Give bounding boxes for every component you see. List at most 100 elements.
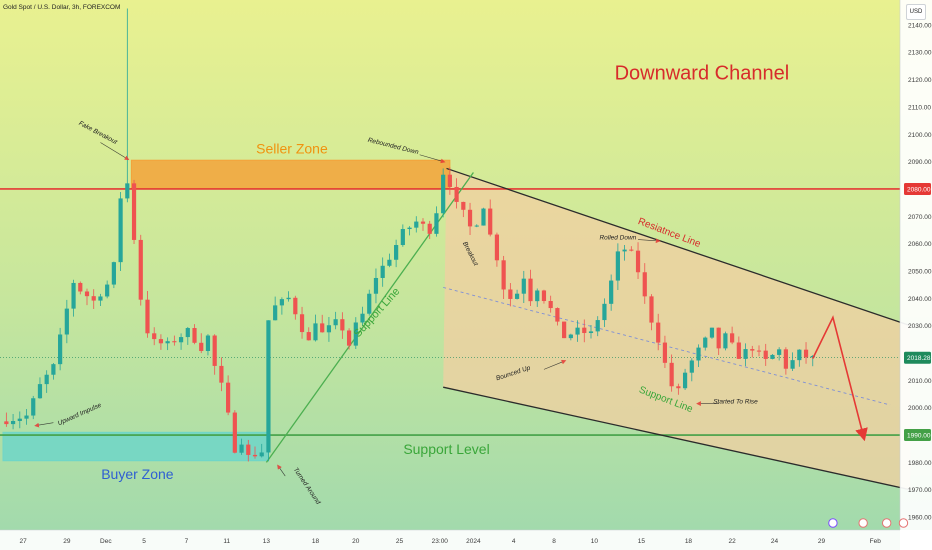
annotation-text-1: Seller Zone [256,140,328,156]
price-label-text: 2018.28 [907,355,931,362]
candle-body [373,277,379,294]
candle-body [649,296,654,323]
candle-body [4,421,9,425]
candle-body [656,322,661,343]
candle-body [703,337,708,348]
candle-body [367,293,372,314]
lightning-event-icon [828,518,838,528]
candle-body [441,174,446,214]
candle-body [454,186,459,202]
candle-body [494,234,500,261]
candle-body [326,325,332,333]
candle-body [696,347,701,361]
candle-body [669,362,674,387]
candle-body [777,349,782,355]
price-label-box [904,429,931,442]
candle-body [239,444,244,453]
candle-body [642,272,647,297]
candle-body [588,331,594,334]
candle-body [783,349,788,369]
us-flag-event-icon [881,518,892,528]
candle-body [192,328,197,343]
us-flag-event-icon [858,518,868,528]
y-tick-label: 1980.00 [908,460,932,467]
y-tick-label: 2050.00 [908,268,932,275]
candle-body [98,296,103,301]
x-tick-label: 10 [591,538,599,545]
x-tick-label: 7 [185,538,189,545]
candle-body [743,349,748,359]
candle-body [118,198,123,263]
candle-body [37,384,43,399]
candle-body [380,265,385,278]
candle-body [575,327,580,335]
y-tick-label: 2000.00 [908,405,932,412]
candle-body [387,259,392,266]
candle-body [414,221,419,228]
y-tick-label: 2060.00 [908,241,932,248]
price-label-text: 1990.00 [907,433,931,440]
candle-body [259,452,264,457]
candle-body [31,398,36,416]
y-tick-label: 2130.00 [908,50,932,57]
candle-body [266,320,271,453]
candle-body [555,308,560,322]
candle-body [138,239,143,300]
currency-button[interactable]: USD [906,4,926,20]
x-tick-label: 2024 [466,538,481,545]
y-tick-label: 2010.00 [908,378,932,385]
x-tick-label: 25 [396,538,404,545]
candle-body [394,245,399,260]
y-tick-label: 1960.00 [908,515,932,522]
y-tick-label: 2030.00 [908,323,932,330]
candle-body [407,227,412,230]
candle-body [17,418,22,421]
candle-body [541,290,547,302]
candle-body [105,284,110,297]
candle-body [152,333,157,340]
candle-body [333,319,338,326]
x-tick-label: 15 [638,538,646,545]
annotation-text-0: Downward Channel [615,63,790,85]
channel-fill [443,168,911,490]
candle-body [279,299,284,306]
candle-body [158,339,164,344]
candle-body [226,382,231,413]
candle-body [474,225,479,227]
candle-body [716,327,721,349]
annotation-pointer [34,422,54,428]
candle-body [501,260,506,290]
candle-body [609,280,614,304]
candle-body [10,420,16,425]
price-label-text: 2080.00 [907,186,931,193]
y-tick-label: 2090.00 [908,159,932,166]
candle-body [252,454,258,457]
x-tick-label: 11 [223,538,230,545]
candle-body [125,183,130,199]
candle-body [212,335,217,366]
candle-body [682,372,688,389]
candle-body [635,250,641,273]
candle-body [730,333,735,343]
candle-body [246,444,251,455]
candle-body [64,308,69,335]
x-tick-label: 18 [685,538,693,545]
candle-body [219,365,224,383]
x-tick-label: 13 [263,538,271,545]
candle-body [756,350,762,352]
candle-body [273,305,278,321]
candle-body [770,354,775,359]
annotation-pointer [277,464,286,477]
candle-body [178,337,184,343]
candle-body [199,342,204,351]
candle-body [750,349,755,351]
candle-body [595,320,600,332]
y-axis-panel [900,0,932,550]
candle-body [232,412,237,453]
candle-body [299,314,305,333]
annotation-text-3: Support Level [403,441,489,457]
candle-body [434,213,439,234]
candle-body [44,374,49,385]
support-trend-line [265,172,474,463]
